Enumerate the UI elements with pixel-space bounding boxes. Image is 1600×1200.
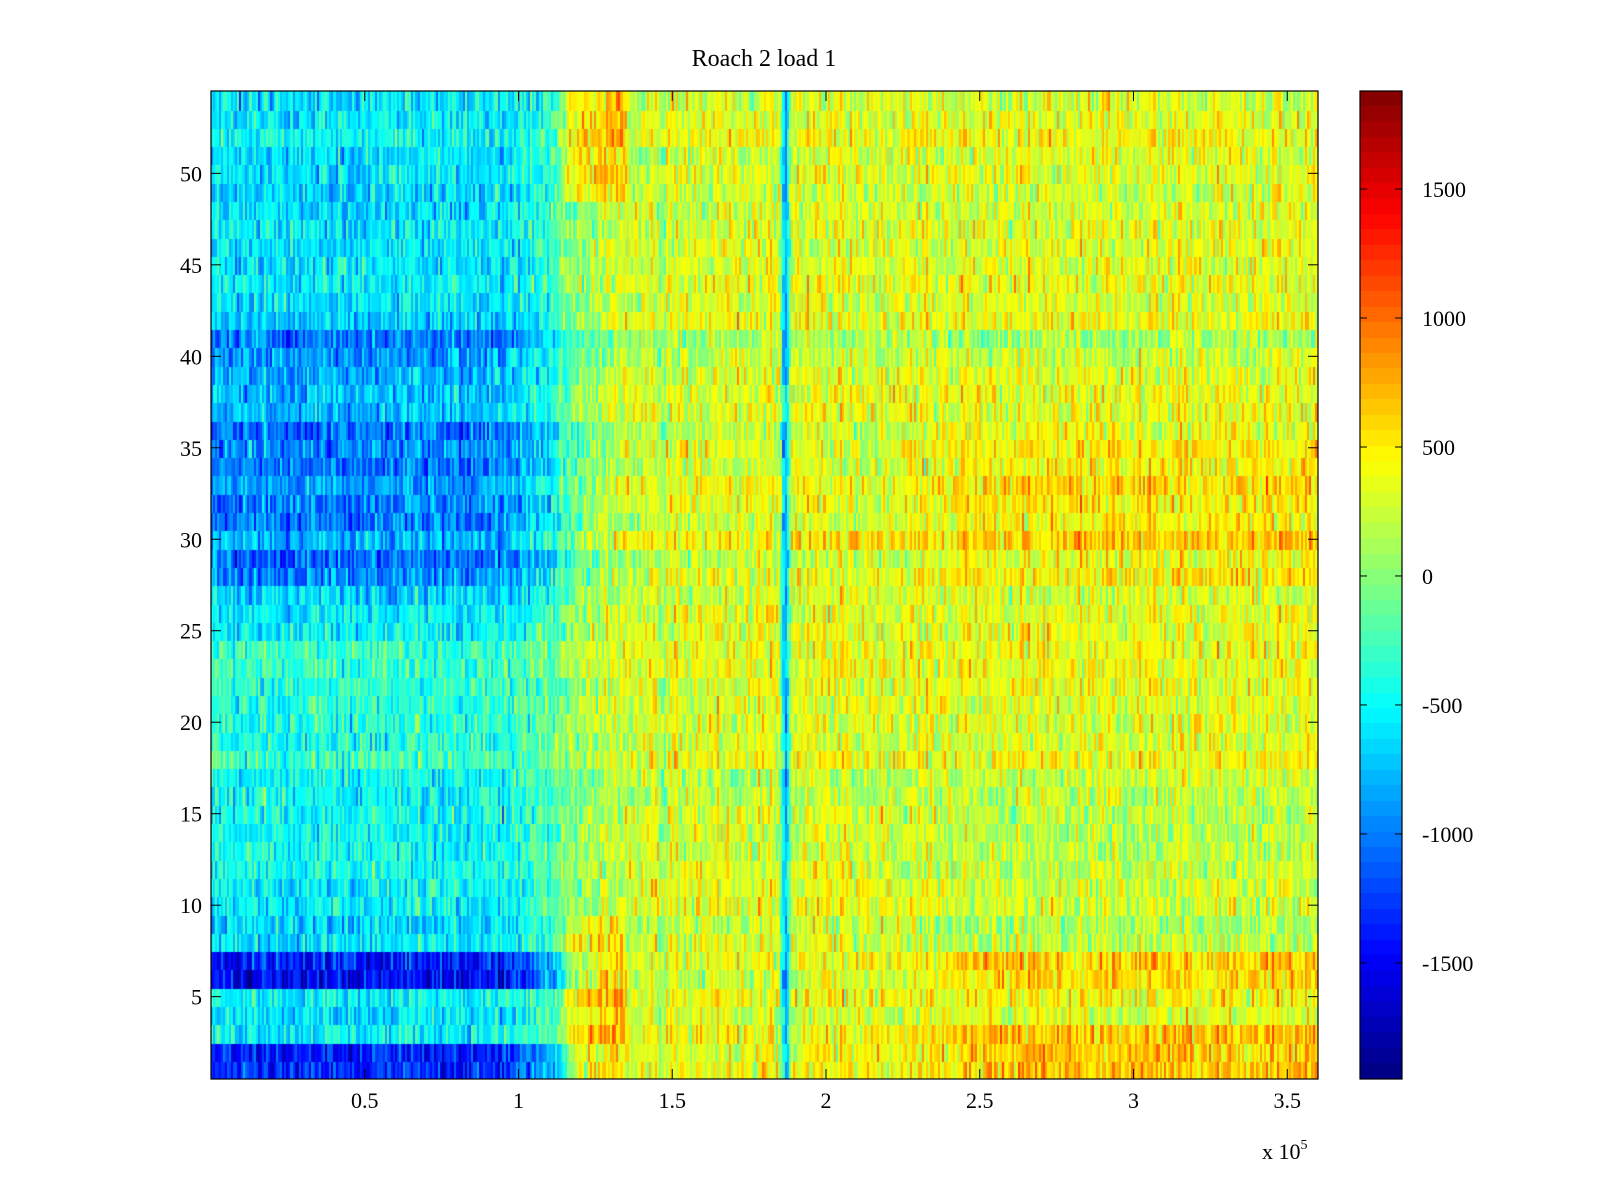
heatmap-plot-area bbox=[211, 91, 1318, 1079]
x-tick-label: 2.5 bbox=[966, 1088, 994, 1113]
colorbar-tick-label: 500 bbox=[1422, 435, 1455, 460]
colorbar bbox=[1360, 91, 1402, 1079]
y-tick-label: 45 bbox=[180, 253, 202, 278]
x-exponent-base: x 10 bbox=[1262, 1139, 1301, 1164]
y-tick-label: 50 bbox=[180, 161, 202, 186]
colorbar-tick-label: -1000 bbox=[1422, 822, 1473, 847]
x-tick-label: 1.5 bbox=[659, 1088, 687, 1113]
y-tick-label: 30 bbox=[180, 527, 202, 552]
colorbar-tick-label: 0 bbox=[1422, 564, 1433, 589]
x-exponent-power: 5 bbox=[1301, 1138, 1308, 1153]
y-tick-label: 40 bbox=[180, 344, 202, 369]
x-tick-label: 1 bbox=[513, 1088, 524, 1113]
colorbar-tick-label: -500 bbox=[1422, 693, 1462, 718]
colorbar-ticks: 1500 1000 500 0 -500 -1000 -1500 bbox=[1422, 177, 1473, 976]
x-tick-label: 3 bbox=[1128, 1088, 1139, 1113]
y-tick-label: 25 bbox=[180, 619, 202, 644]
y-tick-label: 35 bbox=[180, 436, 202, 461]
y-tick-label: 10 bbox=[180, 893, 202, 918]
chart-title: Roach 2 load 1 bbox=[692, 46, 837, 72]
y-tick-label: 20 bbox=[180, 710, 202, 735]
x-tick-label: 2 bbox=[821, 1088, 832, 1113]
colorbar-tick-label: -1500 bbox=[1422, 951, 1473, 976]
x-tick-label: 0.5 bbox=[351, 1088, 379, 1113]
y-axis-ticks: 5 10 15 20 25 30 35 40 45 50 bbox=[180, 161, 202, 1009]
x-tick-label: 3.5 bbox=[1274, 1088, 1302, 1113]
x-axis-ticks: 0.5 1 1.5 2 2.5 3 3.5 bbox=[351, 1088, 1301, 1113]
y-tick-label: 15 bbox=[180, 802, 202, 827]
y-tick-label: 5 bbox=[191, 985, 202, 1010]
x-exponent-label: x 105 bbox=[1262, 1138, 1308, 1164]
colorbar-tick-label: 1000 bbox=[1422, 306, 1466, 331]
colorbar-tick-label: 1500 bbox=[1422, 177, 1466, 202]
